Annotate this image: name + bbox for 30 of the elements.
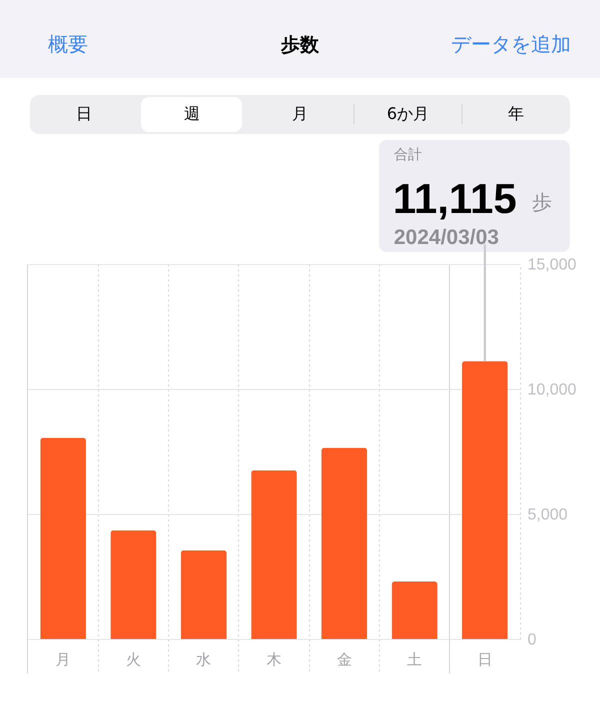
- bar: [251, 470, 297, 639]
- x-tick-label: 水: [196, 650, 212, 668]
- bar: [180, 550, 227, 639]
- text: データを追加: [451, 32, 571, 56]
- x-tick-label: 日: [477, 650, 492, 668]
- text: 月: [292, 104, 308, 123]
- bar: [40, 438, 86, 639]
- y-tick-label: 0: [528, 632, 536, 648]
- text: 合計: [394, 147, 422, 163]
- bar: [462, 361, 508, 639]
- text: 11,115: [392, 175, 517, 222]
- y-tick-label: 10,000: [528, 382, 577, 398]
- y-tick-label: 15,000: [528, 256, 577, 274]
- x-tick-label: 火: [126, 650, 141, 668]
- bar: [321, 448, 368, 639]
- x-tick-label: 月: [56, 650, 71, 668]
- text: 6か月: [386, 104, 430, 123]
- text: 年: [508, 104, 524, 123]
- text: 概要: [48, 32, 88, 56]
- text: 歩: [532, 190, 552, 214]
- x-tick-label: 土: [407, 650, 422, 668]
- text: 週: [184, 104, 200, 123]
- x-tick-label: 木: [266, 650, 282, 668]
- annotation: 2024/03/03: [394, 226, 499, 249]
- bar: [110, 530, 156, 639]
- bar: [392, 582, 438, 639]
- text: 日: [76, 104, 92, 123]
- chart-title: 歩数: [280, 34, 320, 56]
- y-tick-label: 5,000: [528, 506, 568, 524]
- x-tick-label: 金: [336, 650, 352, 668]
